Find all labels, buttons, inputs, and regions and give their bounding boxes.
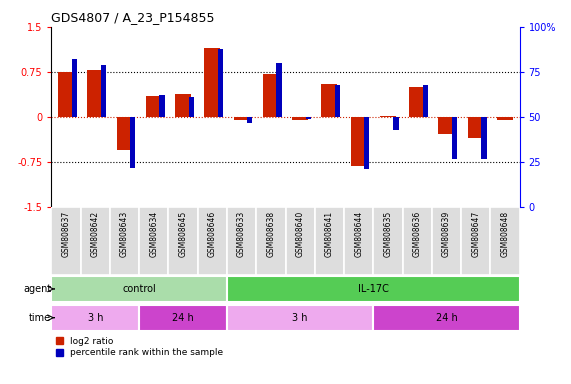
- Text: GSM808641: GSM808641: [325, 211, 334, 257]
- Bar: [276, 63, 282, 117]
- Text: 3 h: 3 h: [87, 313, 103, 323]
- Bar: [497, 117, 513, 119]
- Text: 3 h: 3 h: [292, 313, 308, 323]
- Bar: [204, 48, 220, 117]
- Text: time: time: [29, 313, 51, 323]
- Text: 24 h: 24 h: [172, 313, 194, 323]
- Bar: [130, 117, 135, 168]
- FancyBboxPatch shape: [139, 207, 168, 275]
- Text: GSM808634: GSM808634: [149, 211, 158, 257]
- FancyBboxPatch shape: [51, 276, 227, 302]
- Text: 24 h: 24 h: [436, 313, 457, 323]
- Text: GSM808640: GSM808640: [296, 211, 305, 257]
- Bar: [101, 65, 106, 117]
- Bar: [409, 87, 425, 117]
- Text: GSM808638: GSM808638: [266, 211, 275, 257]
- Bar: [159, 96, 164, 117]
- Legend: log2 ratio, percentile rank within the sample: log2 ratio, percentile rank within the s…: [56, 337, 223, 358]
- Bar: [247, 117, 252, 122]
- Bar: [58, 72, 74, 117]
- Bar: [292, 117, 308, 120]
- Bar: [71, 60, 77, 117]
- Text: GSM808646: GSM808646: [208, 211, 217, 257]
- FancyBboxPatch shape: [168, 207, 198, 275]
- Bar: [393, 117, 399, 130]
- FancyBboxPatch shape: [81, 207, 110, 275]
- Text: GSM808648: GSM808648: [500, 211, 509, 257]
- Bar: [335, 84, 340, 117]
- FancyBboxPatch shape: [51, 305, 139, 331]
- Bar: [305, 117, 311, 119]
- Text: GSM808633: GSM808633: [237, 211, 246, 257]
- Bar: [263, 74, 279, 117]
- FancyBboxPatch shape: [432, 207, 461, 275]
- Bar: [468, 117, 484, 138]
- Bar: [351, 117, 367, 166]
- FancyBboxPatch shape: [461, 207, 490, 275]
- FancyBboxPatch shape: [403, 207, 432, 275]
- FancyBboxPatch shape: [373, 305, 520, 331]
- FancyBboxPatch shape: [373, 207, 403, 275]
- FancyBboxPatch shape: [344, 207, 373, 275]
- Bar: [439, 117, 455, 134]
- Text: GSM808635: GSM808635: [383, 211, 392, 257]
- Text: GSM808647: GSM808647: [471, 211, 480, 257]
- Bar: [481, 117, 486, 159]
- FancyBboxPatch shape: [490, 207, 520, 275]
- Bar: [175, 94, 191, 117]
- FancyBboxPatch shape: [139, 305, 227, 331]
- Bar: [364, 117, 369, 169]
- Text: GSM808645: GSM808645: [179, 211, 188, 257]
- Text: IL-17C: IL-17C: [358, 284, 389, 294]
- Bar: [452, 117, 457, 159]
- FancyBboxPatch shape: [256, 207, 286, 275]
- Bar: [116, 117, 132, 150]
- Text: GSM808636: GSM808636: [413, 211, 422, 257]
- Bar: [87, 70, 103, 117]
- FancyBboxPatch shape: [227, 207, 256, 275]
- Text: GSM808639: GSM808639: [442, 211, 451, 257]
- FancyBboxPatch shape: [51, 207, 81, 275]
- Bar: [321, 84, 337, 117]
- Text: GSM808637: GSM808637: [62, 211, 71, 257]
- Text: agent: agent: [23, 284, 51, 294]
- FancyBboxPatch shape: [198, 207, 227, 275]
- Text: GSM808642: GSM808642: [91, 211, 100, 257]
- Bar: [423, 84, 428, 117]
- Text: GSM808644: GSM808644: [354, 211, 363, 257]
- FancyBboxPatch shape: [286, 207, 315, 275]
- Text: GSM808643: GSM808643: [120, 211, 129, 257]
- Bar: [146, 96, 162, 117]
- FancyBboxPatch shape: [110, 207, 139, 275]
- Bar: [380, 116, 396, 117]
- FancyBboxPatch shape: [315, 207, 344, 275]
- Text: GDS4807 / A_23_P154855: GDS4807 / A_23_P154855: [51, 11, 215, 24]
- FancyBboxPatch shape: [227, 305, 373, 331]
- Bar: [234, 117, 250, 120]
- Bar: [218, 48, 223, 117]
- FancyBboxPatch shape: [227, 276, 520, 302]
- Bar: [188, 97, 194, 117]
- Text: control: control: [122, 284, 156, 294]
